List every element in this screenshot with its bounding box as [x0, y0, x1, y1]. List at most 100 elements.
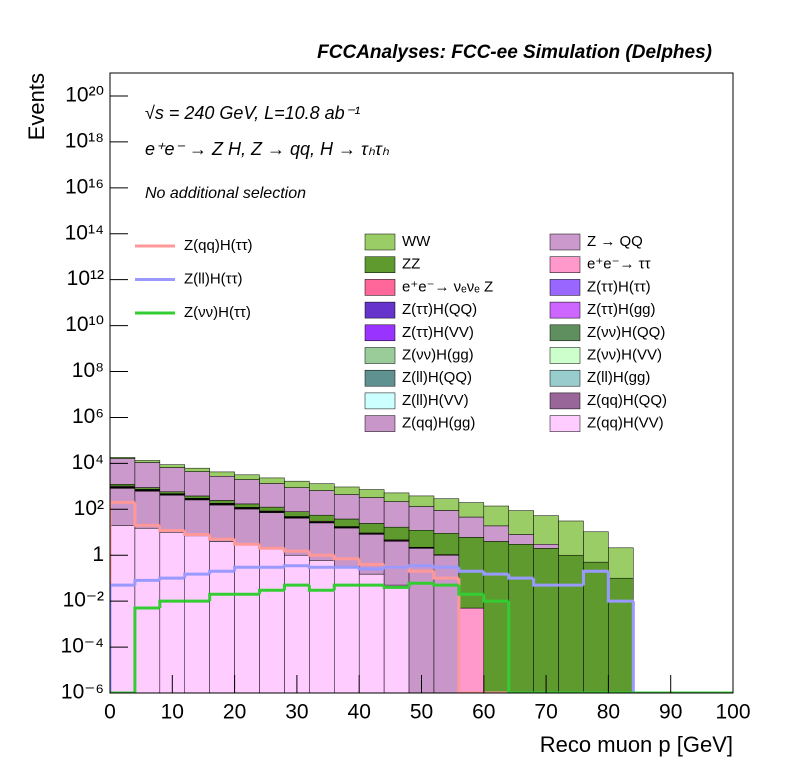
- histogram-bar: [334, 495, 359, 519]
- legend-swatch: [365, 234, 395, 250]
- histogram-bar: [210, 541, 235, 693]
- legend-label: Z(νν)H(ττ): [184, 304, 251, 321]
- histogram-bar: [559, 521, 584, 555]
- x-tick-label: 50: [410, 701, 433, 724]
- histogram-bar: [235, 504, 260, 507]
- histogram-bar: [260, 484, 285, 508]
- histogram-bar: [409, 507, 434, 531]
- histogram-bar: [260, 513, 285, 549]
- histogram-bar: [434, 510, 459, 533]
- x-tick-label: 0: [104, 701, 116, 724]
- histogram-bar: [284, 488, 309, 512]
- legend-label: Z(νν)H(QQ): [587, 324, 665, 341]
- histogram-bar: [185, 472, 210, 496]
- overlay-step: [409, 566, 434, 568]
- histogram-bar: [359, 523, 384, 533]
- histogram-bar: [434, 533, 459, 554]
- histogram-bar: [309, 491, 334, 516]
- legend-swatch: [365, 416, 395, 432]
- annotation: No additional selection: [145, 185, 306, 202]
- legend-swatch: [550, 279, 580, 295]
- histogram-bar: [608, 578, 633, 693]
- histogram-bar: [284, 512, 309, 517]
- y-tick-label: 10¹²: [67, 267, 104, 290]
- y-tick-label: 10⁴: [72, 451, 104, 474]
- histogram-bar: [260, 548, 285, 693]
- histogram-bar: [559, 555, 584, 693]
- histogram-bar: [434, 499, 459, 511]
- overlay-step: [434, 566, 459, 568]
- y-axis-label: Events: [24, 73, 49, 140]
- legend-label: Z → QQ: [587, 233, 643, 250]
- annotation: √s = 240 GeV, L=10.8 ab⁻¹: [145, 103, 360, 123]
- legend-swatch: [365, 370, 395, 386]
- legend-label: Z(ll)H(ττ): [184, 270, 243, 287]
- histogram-bar: [334, 528, 359, 567]
- y-tick-label: 10⁶: [72, 405, 104, 428]
- y-tick-label: 10¹⁰: [65, 313, 104, 336]
- histogram-bar: [210, 505, 235, 541]
- y-tick-label: 10²⁰: [65, 84, 104, 107]
- histogram-bar: [534, 544, 559, 548]
- histogram-bar: [459, 503, 484, 517]
- histogram-bar: [459, 517, 484, 537]
- histogram-bar: [185, 536, 210, 693]
- x-tick-label: 70: [534, 701, 557, 724]
- histogram-bar: [284, 518, 309, 555]
- overlay-step: [633, 601, 658, 693]
- histogram-bar: [384, 527, 409, 540]
- legend-label: WW: [402, 233, 431, 250]
- histogram-bar: [359, 574, 384, 693]
- y-tick-label: 10¹⁴: [65, 221, 104, 244]
- legend-swatch: [365, 393, 395, 409]
- legend-label: Z(ll)H(gg): [587, 369, 650, 386]
- legend-label: e⁺e⁻→ ττ: [587, 256, 651, 273]
- histogram-bar: [459, 608, 484, 693]
- legend-swatch: [365, 302, 395, 318]
- histogram-bar: [160, 532, 185, 693]
- legend-swatch: [365, 325, 395, 341]
- overlay-step: [309, 566, 334, 568]
- histogram-bar: [384, 585, 409, 693]
- legend-label: Z(qq)H(VV): [587, 415, 664, 432]
- histogram-bar: [135, 460, 160, 462]
- histogram-bar: [434, 555, 459, 693]
- legend-label: Z(qq)H(gg): [402, 415, 475, 432]
- annotation: e⁺e⁻ → Z H, Z → qq, H → τₕτₕ: [145, 139, 390, 159]
- histogram-bar: [509, 544, 534, 693]
- histogram-bar: [309, 515, 334, 521]
- legend-label: e⁺e⁻→ νₑνₑ Z: [402, 278, 493, 295]
- histogram-bar: [384, 502, 409, 528]
- histogram-bar: [384, 541, 409, 585]
- histogram-bar: [384, 493, 409, 502]
- histogram-bar: [110, 525, 135, 693]
- chart-title: FCCAnalyses: FCC-ee Simulation (Delphes): [317, 42, 712, 63]
- legend-label: Z(ττ)H(QQ): [402, 301, 477, 318]
- histogram-bar: [334, 487, 359, 495]
- histogram-bar: [235, 475, 260, 480]
- legend-swatch: [550, 370, 580, 386]
- legend-swatch: [365, 279, 395, 295]
- histogram-bar: [135, 488, 160, 490]
- histogram-bar: [185, 500, 210, 536]
- histogram-bar: [160, 465, 185, 468]
- y-tick-label: 1: [92, 543, 104, 566]
- histogram-bar: [409, 530, 434, 547]
- histogram-bar: [309, 484, 334, 491]
- x-tick-label: 40: [348, 701, 371, 724]
- legend-swatch: [550, 348, 580, 364]
- y-tick-label: 10⁻²: [63, 589, 104, 612]
- legend-swatch: [550, 234, 580, 250]
- histogram-bar: [484, 541, 509, 693]
- legend-swatch: [550, 393, 580, 409]
- histogram-bar: [260, 478, 285, 484]
- histogram-bar: [284, 555, 309, 693]
- histogram-bar: [608, 548, 633, 578]
- legend-label: ZZ: [402, 256, 420, 273]
- histogram-bar: [110, 484, 135, 486]
- legend-label: Z(νν)H(VV): [587, 346, 662, 363]
- histogram-bar: [484, 526, 509, 542]
- legend-swatch: [550, 257, 580, 273]
